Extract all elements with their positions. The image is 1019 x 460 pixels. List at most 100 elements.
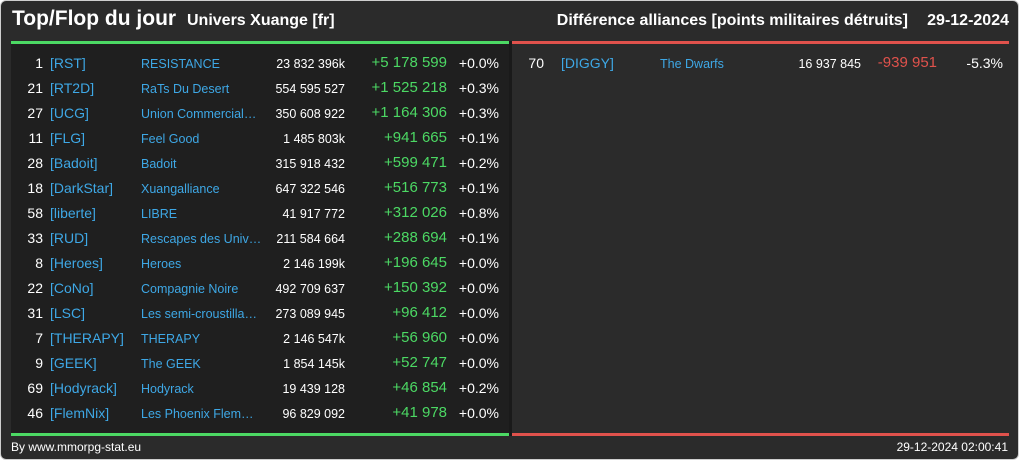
alliance-points: 2 146 547k	[283, 332, 345, 346]
alliance-tag-link[interactable]: [UCG]	[50, 105, 89, 121]
alliance-points: 19 439 128	[282, 382, 345, 396]
top-alliances-panel: 1 [RST] RESISTANCE 23 832 396k +5 178 599 +0.…	[11, 41, 509, 436]
alliance-tag-link[interactable]: [CoNo]	[50, 280, 94, 296]
alliance-diff: +41 978	[392, 404, 447, 421]
table-row: 58 [liberte] LIBRE 41 917 772 +312 026 +0.8%	[11, 201, 509, 226]
alliance-diff-percent: +0.1%	[458, 180, 499, 196]
alliance-points: 492 709 637	[275, 282, 345, 296]
alliance-diff: +52 747	[392, 354, 447, 371]
alliance-rank: 70	[528, 55, 544, 71]
table-row: 28 [Badoit] Badoit 315 918 432 +599 471 +0.2%	[11, 151, 509, 176]
alliance-diff-percent: +0.1%	[458, 130, 499, 146]
alliance-name-link[interactable]: Hodyrack	[141, 382, 194, 396]
alliance-diff-percent: +0.3%	[458, 80, 499, 96]
alliance-points: 1 854 145k	[283, 357, 345, 371]
alliance-diff: +516 773	[384, 179, 447, 196]
alliance-tag-link[interactable]: [LSC]	[50, 305, 86, 321]
alliance-points: 211 584 664	[276, 232, 345, 246]
alliance-rank: 69	[27, 380, 43, 396]
alliance-name-link[interactable]: The Dwarfs	[660, 57, 724, 71]
alliance-tag-link[interactable]: [Hodyrack]	[50, 380, 117, 396]
alliance-diff-percent: +0.3%	[458, 105, 499, 121]
alliance-points: 1 485 803k	[283, 132, 345, 146]
alliance-name-link[interactable]: Rescapes des Univ…	[141, 232, 262, 246]
alliance-rank: 7	[35, 330, 43, 346]
footer-credit[interactable]: By www.mmorpg-stat.eu	[11, 440, 142, 454]
alliance-diff-percent: +0.0%	[458, 305, 499, 321]
alliance-rank: 21	[27, 80, 43, 96]
alliance-tag-link[interactable]: [FlemNix]	[50, 405, 110, 421]
page-title: Top/Flop du jour	[12, 7, 177, 30]
alliance-rank: 9	[35, 355, 43, 371]
alliance-points: 273 089 945	[275, 307, 345, 321]
table-row: 18 [DarkStar] Xuangalliance 647 322 546 +516…	[11, 176, 509, 201]
alliance-name-link[interactable]: Badoit	[141, 157, 177, 171]
alliance-tag-link[interactable]: [RST]	[50, 55, 86, 71]
table-row: 31 [LSC] Les semi-croustilla… 273 089 945 +9…	[11, 301, 509, 326]
alliance-tag-link[interactable]: [FLG]	[50, 130, 86, 146]
alliance-diff-percent: +0.0%	[458, 330, 499, 346]
footer-timestamp: 29-12-2024 02:00:41	[896, 440, 1008, 454]
alliance-diff: +288 694	[384, 229, 447, 246]
alliance-diff: +1 525 218	[371, 79, 448, 96]
alliance-tag-link[interactable]: [RUD]	[50, 230, 89, 246]
alliance-tag-link[interactable]: [DarkStar]	[50, 180, 114, 196]
alliance-diff: +150 392	[384, 279, 447, 296]
alliance-name-link[interactable]: LIBRE	[141, 207, 178, 221]
alliance-tag-link[interactable]: [Badoit]	[50, 155, 98, 171]
alliance-name-link[interactable]: Xuangalliance	[141, 182, 220, 196]
flop-alliances-panel: 70 [DIGGY] The Dwarfs 16 937 845 -939 951 -5.…	[512, 41, 1009, 436]
alliance-diff: +46 854	[392, 379, 447, 396]
ranking-subtitle: Différence alliances [points militaires …	[556, 12, 908, 29]
alliance-diff: +196 645	[384, 254, 447, 271]
alliance-diff: +599 471	[384, 154, 447, 171]
alliance-rank: 22	[27, 280, 43, 296]
alliance-tag-link[interactable]: [DIGGY]	[561, 55, 614, 71]
table-row: 21 [RT2D] RaTs Du Desert 554 595 527 +1 525 …	[11, 76, 509, 101]
table-row: 33 [RUD] Rescapes des Univ… 211 584 664 +288…	[11, 226, 509, 251]
alliance-name-link[interactable]: Les Phoenix Flem…	[141, 407, 254, 421]
alliance-name-link[interactable]: Compagnie Noire	[141, 282, 239, 296]
alliance-tag-link[interactable]: [RT2D]	[50, 80, 95, 96]
alliance-diff: +312 026	[384, 204, 447, 221]
alliance-diff: +941 665	[384, 129, 447, 146]
alliance-rank: 1	[35, 55, 43, 71]
table-row: 9 [GEEK] The GEEK 1 854 145k +52 747 +0.0%	[11, 351, 509, 376]
alliance-name-link[interactable]: RESISTANCE	[141, 57, 220, 71]
panel-divider	[509, 41, 512, 436]
alliance-diff: +56 960	[392, 329, 447, 346]
alliance-diff-percent: +0.1%	[458, 230, 499, 246]
alliance-points: 96 829 092	[282, 407, 345, 421]
alliance-name-link[interactable]: Heroes	[141, 257, 182, 271]
alliance-diff-percent: +0.0%	[458, 280, 499, 296]
alliance-tag-link[interactable]: [Heroes]	[50, 255, 103, 271]
alliance-tag-link[interactable]: [liberte]	[50, 205, 96, 221]
alliance-diff: +1 164 306	[371, 104, 448, 121]
table-row: 8 [Heroes] Heroes 2 146 199k +196 645 +0.0%	[11, 251, 509, 276]
table-row: 27 [UCG] Union Commerciale… 350 608 922 +1 1…	[11, 101, 509, 126]
alliance-diff-percent: +0.8%	[458, 205, 499, 221]
table-row: 69 [Hodyrack] Hodyrack 19 439 128 +46 854 +0.…	[11, 376, 509, 401]
alliance-name-link[interactable]: Union Commerciale…	[141, 107, 263, 121]
alliance-name-link[interactable]: RaTs Du Desert	[141, 82, 230, 96]
alliance-points: 554 595 527	[275, 82, 345, 96]
alliance-name-link[interactable]: The GEEK	[141, 357, 201, 371]
alliance-diff: +5 178 599	[371, 54, 448, 71]
alliance-rank: 33	[27, 230, 43, 246]
alliance-name-link[interactable]: THERAPY	[141, 332, 201, 346]
alliance-points: 41 917 772	[282, 207, 345, 221]
alliance-points: 315 918 432	[275, 157, 345, 171]
alliance-rank: 28	[27, 155, 43, 171]
table-row: 7 [THERAPY] THERAPY 2 146 547k +56 960 +0.0%	[11, 326, 509, 351]
alliance-tag-link[interactable]: [GEEK]	[50, 355, 97, 371]
universe-label: Univers Xuange [fr]	[187, 12, 335, 29]
alliance-name-link[interactable]: Les semi-croustilla…	[141, 307, 258, 321]
alliance-diff-percent: +0.2%	[458, 155, 499, 171]
alliance-tag-link[interactable]: [THERAPY]	[50, 330, 124, 346]
alliance-name-link[interactable]: Feel Good	[141, 132, 200, 146]
alliance-rank: 46	[27, 405, 43, 421]
alliance-rank: 31	[27, 305, 43, 321]
table-row: 11 [FLG] Feel Good 1 485 803k +941 665 +0.1%	[11, 126, 509, 151]
alliance-rank: 11	[28, 130, 43, 146]
